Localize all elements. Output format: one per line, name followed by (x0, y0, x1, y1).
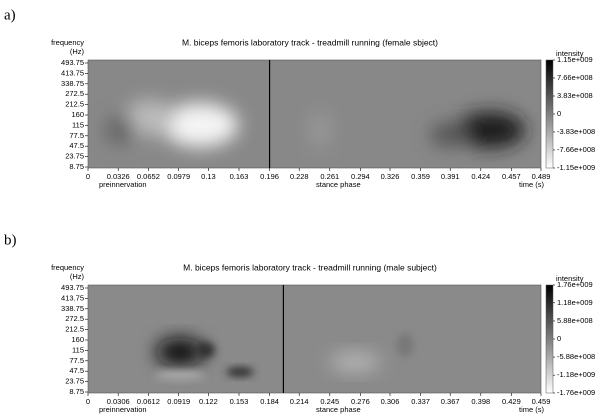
x-tick-label: 0.429 (502, 397, 521, 406)
blob (155, 370, 205, 380)
y-tick-label: 413.75 (61, 68, 84, 77)
colorbar-tick-label: -1.18e+009 (557, 370, 595, 379)
y-axis-label: frequency (51, 263, 84, 272)
colorbar-tick-label: 0 (557, 334, 561, 343)
colorbar (546, 285, 553, 393)
x-axis-label: time (s) (519, 180, 545, 189)
y-tick-label: 212.5 (65, 100, 84, 109)
blob (195, 342, 215, 358)
colorbar-tick-label: 3.83e+008 (557, 91, 593, 100)
blob (397, 333, 413, 357)
y-axis-label: frequency (51, 38, 84, 47)
x-tick-label: 0.457 (502, 172, 521, 181)
chart-title: M. biceps femoris laboratory track - tre… (182, 37, 438, 47)
colorbar-tick-label: -1.76e+009 (557, 388, 595, 397)
y-tick-label: 160 (71, 335, 84, 344)
y-tick-label: 8.75 (69, 162, 84, 171)
x-tick-label: 0.359 (411, 172, 430, 181)
panel-label: b) (4, 232, 17, 248)
y-tick-label: 47.5 (69, 141, 84, 150)
colorbar-tick-label: -5.88e+008 (557, 352, 595, 361)
figure: a) M. biceps femoris laboratory track - t… (0, 0, 604, 419)
heatmap-bg (88, 285, 541, 393)
colorbar-tick-label: 7.66e+008 (557, 73, 593, 82)
y-tick-label: 160 (71, 110, 84, 119)
y-tick-label: 212.5 (65, 325, 84, 334)
y-tick-label: 272.5 (65, 89, 84, 98)
x-tick-label: 0.196 (260, 172, 279, 181)
x-tick-label: 0.0979 (167, 172, 190, 181)
panel-label: a) (4, 7, 16, 23)
x-tick-label: 0.337 (411, 397, 430, 406)
x-tick-label: 0.214 (290, 397, 309, 406)
blob (162, 103, 238, 147)
colorbar-tick-label: -3.83e+008 (557, 127, 595, 136)
x-tick-label: 0.13 (201, 172, 216, 181)
phase-label: stance phase (316, 180, 361, 189)
y-tick-label: 77.5 (69, 356, 84, 365)
y-axis-unit: (Hz) (70, 272, 85, 281)
x-tick-label: 0.163 (230, 172, 249, 181)
blob (310, 112, 330, 148)
x-tick-label: 0.0919 (167, 397, 190, 406)
heatmap-a (88, 60, 541, 168)
x-tick-label: 0 (86, 397, 90, 406)
blob (226, 367, 254, 377)
x-tick-label: 0.398 (471, 397, 490, 406)
x-tick-label: 0.153 (230, 397, 249, 406)
blob (330, 352, 380, 372)
y-tick-label: 493.75 (61, 283, 84, 292)
heatmap-b (88, 285, 541, 393)
colorbar-tick-label: 0 (557, 109, 561, 118)
x-tick-label: 0.424 (471, 172, 490, 181)
colorbar-tick-label: 1.15e+009 (557, 55, 593, 64)
blob (430, 123, 470, 147)
y-tick-label: 338.75 (61, 304, 84, 313)
colorbar-tick-label: 5.88e+008 (557, 316, 593, 325)
x-axis-label: time (s) (519, 405, 545, 414)
x-tick-label: 0.306 (381, 397, 400, 406)
page: a) M. biceps femoris laboratory track - t… (0, 0, 604, 419)
y-tick-label: 8.75 (69, 387, 84, 396)
colorbar (546, 60, 553, 168)
y-tick-label: 23.75 (65, 152, 84, 161)
x-tick-label: 0.228 (290, 172, 309, 181)
y-axis-unit: (Hz) (70, 47, 85, 56)
y-tick-label: 338.75 (61, 79, 84, 88)
y-tick-label: 77.5 (69, 131, 84, 140)
y-tick-label: 115 (72, 345, 84, 354)
x-tick-label: 0.184 (260, 397, 279, 406)
y-tick-label: 23.75 (65, 377, 84, 386)
y-tick-label: 493.75 (61, 58, 84, 67)
phase-label: preinnervation (99, 180, 147, 189)
x-tick-label: 0.391 (441, 172, 460, 181)
x-tick-label: 0.326 (381, 172, 400, 181)
blob (105, 115, 135, 145)
x-tick-label: 0.367 (441, 397, 460, 406)
x-tick-label: 0 (86, 172, 90, 181)
colorbar-tick-label: -7.66e+008 (557, 145, 595, 154)
chart-title: M. biceps femoris laboratory track - tre… (183, 262, 437, 272)
y-tick-label: 47.5 (69, 366, 84, 375)
phase-label: preinnervation (99, 405, 147, 414)
phase-label: stance phase (316, 405, 361, 414)
y-tick-label: 413.75 (61, 293, 84, 302)
colorbar-tick-label: 1.76e+009 (557, 280, 593, 289)
y-tick-label: 272.5 (65, 314, 84, 323)
colorbar-tick-label: -1.15e+009 (557, 163, 595, 172)
colorbar-tick-label: 1.18e+009 (557, 298, 593, 307)
x-tick-label: 0.122 (199, 397, 218, 406)
y-tick-label: 115 (72, 120, 84, 129)
